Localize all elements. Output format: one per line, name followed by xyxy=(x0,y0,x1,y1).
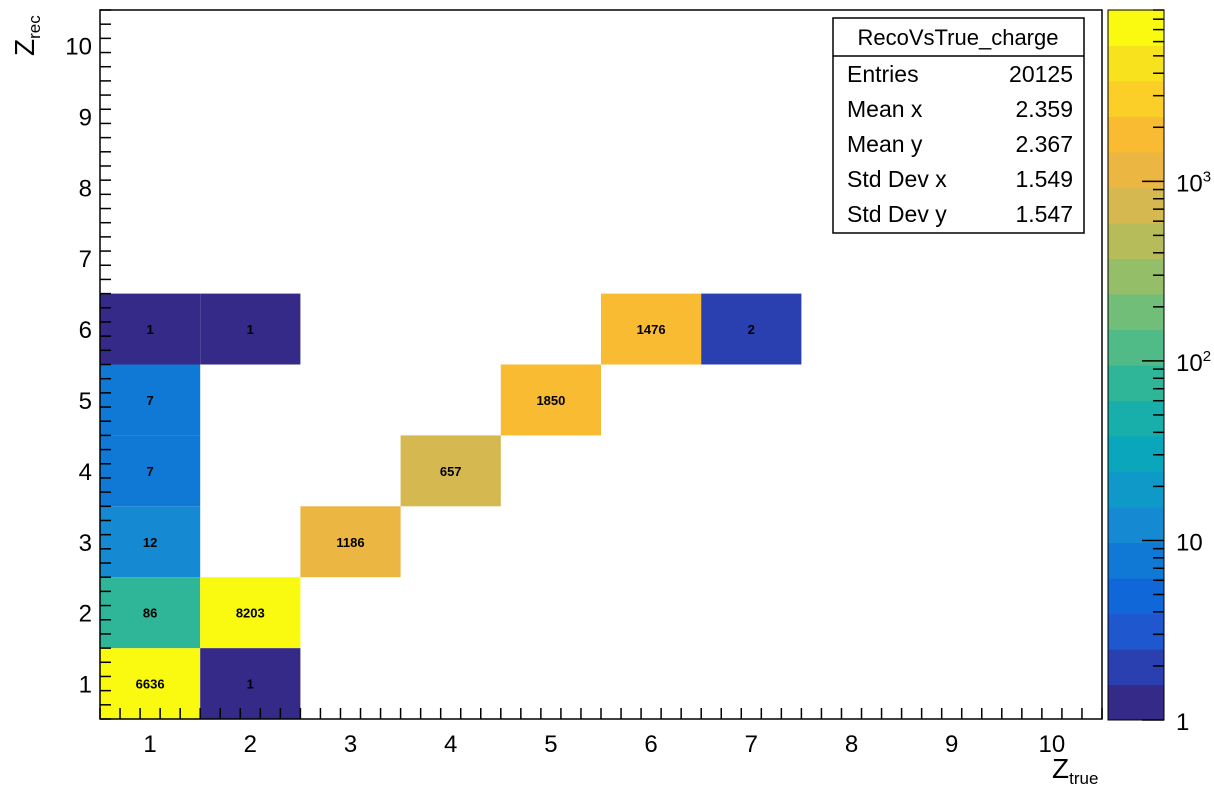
y-tick-label: 5 xyxy=(79,388,92,415)
x-tick-label: 5 xyxy=(544,731,557,758)
stats-row-value: 1.549 xyxy=(1015,166,1073,192)
colorbar-segment xyxy=(1108,223,1164,259)
x-tick-label: 10 xyxy=(1039,731,1066,758)
stats-row-label: Mean y xyxy=(847,131,923,157)
stats-rows: Entries 20125 Mean x 2.359 Mean y 2.367 Std De… xyxy=(847,61,1073,227)
heatmap-cell xyxy=(100,435,201,507)
colorbar-label: 102 xyxy=(1176,348,1211,377)
colorbar-segment xyxy=(1108,507,1164,543)
color-scale-bar xyxy=(1107,9,1165,721)
colorbar-segment xyxy=(1108,10,1164,46)
cell-value-label: 1850 xyxy=(536,393,565,408)
stats-row-value: 2.367 xyxy=(1015,131,1073,157)
y-tick-label: 3 xyxy=(79,530,92,557)
axis-ticks xyxy=(99,9,1103,720)
y-tick-label: 4 xyxy=(79,459,92,486)
colorbar-segment xyxy=(1108,116,1164,153)
heatmap-cell xyxy=(100,506,201,578)
colorbar-segment xyxy=(1108,578,1164,614)
stats-row-label: Std Dev y xyxy=(847,201,947,227)
colorbar-label: 10 xyxy=(1176,529,1203,556)
cell-value-label: 7 xyxy=(146,393,153,408)
stats-row-value: 1.547 xyxy=(1015,201,1073,227)
heatmap-cell xyxy=(400,435,501,507)
stats-row-label: Entries xyxy=(847,61,919,87)
heatmap-cell xyxy=(100,293,201,365)
cell-value-label: 1 xyxy=(247,677,254,692)
colorbar-label: 103 xyxy=(1176,168,1211,197)
colorbar-segment xyxy=(1108,187,1164,224)
cell-value-label: 1 xyxy=(247,322,254,337)
colorbar-segment xyxy=(1108,649,1164,685)
stats-box-frame xyxy=(832,17,1085,234)
colorbar-segment xyxy=(1108,81,1164,117)
x-tick-label: 9 xyxy=(945,731,958,758)
stats-box: RecoVsTrue_charge Entries 20125 Mean x 2.35… xyxy=(832,17,1085,234)
cell-value-label: 8203 xyxy=(236,606,265,621)
y-axis-title: Zrec xyxy=(9,15,44,56)
heatmap-cell xyxy=(200,293,301,365)
heatmap-cell xyxy=(200,648,301,719)
heatmap-cell xyxy=(601,293,702,365)
y-tick-label: 8 xyxy=(79,175,92,202)
cell-value-label: 12 xyxy=(143,535,157,550)
x-tick-label: 2 xyxy=(244,731,257,758)
x-axis-title: Ztrue xyxy=(1052,753,1098,786)
x-tick-label: 7 xyxy=(745,731,758,758)
x-tick-label: 6 xyxy=(644,731,657,758)
colorbar-label: 1 xyxy=(1176,709,1189,736)
cell-value-label: 1 xyxy=(146,322,153,337)
colorbar-segment xyxy=(1108,684,1164,721)
y-tick-label: 7 xyxy=(79,246,92,273)
y-tick-labels: 1 2 3 4 5 6 7 8 9 10 xyxy=(65,33,92,698)
colorbar-segment xyxy=(1108,436,1164,472)
heatmap-cell xyxy=(300,506,401,578)
x-tick-label: 3 xyxy=(344,731,357,758)
heatmap-cell xyxy=(100,364,201,436)
colorbar-segment xyxy=(1108,152,1164,188)
y-tick-label: 9 xyxy=(79,104,92,131)
colorbar-segment xyxy=(1108,471,1164,508)
colorbar-segment xyxy=(1108,365,1164,401)
x-tick-label: 1 xyxy=(143,731,156,758)
x-tick-label: 8 xyxy=(845,731,858,758)
heatmap-cell xyxy=(200,577,301,649)
cell-value-label: 86 xyxy=(143,606,157,621)
cell-value-label: 1186 xyxy=(336,535,364,550)
heatmap-cell xyxy=(701,293,802,365)
stats-box-title: RecoVsTrue_charge xyxy=(858,25,1059,50)
colorbar-segment xyxy=(1108,329,1164,366)
cell-value-label: 657 xyxy=(440,464,462,479)
color-scale-labels: 1 10 102 103 xyxy=(1176,168,1211,736)
x-tick-label: 4 xyxy=(444,731,457,758)
cell-value-label: 1476 xyxy=(637,322,666,337)
cell-value-label: 2 xyxy=(748,322,755,337)
colorbar-frame xyxy=(1107,9,1165,721)
y-tick-label: 10 xyxy=(65,33,92,60)
y-tick-label: 6 xyxy=(79,317,92,344)
heatmap-cells: 6636 1 86 8203 12 1186 7 657 7 1850 1 1 1476 2 xyxy=(100,293,802,719)
cell-value-label: 6636 xyxy=(136,677,165,692)
colorbar-segment xyxy=(1108,613,1164,650)
colorbar-segment xyxy=(1108,258,1164,295)
heatmap-cell xyxy=(100,577,201,649)
colorbar-segment xyxy=(1108,542,1164,579)
y-tick-label: 1 xyxy=(79,672,92,699)
colorbar-segment xyxy=(1108,294,1164,330)
stats-row-label: Mean x xyxy=(847,96,923,122)
heatmap-cell xyxy=(100,648,201,719)
stats-row-value: 20125 xyxy=(1009,61,1073,87)
y-tick-label: 2 xyxy=(79,601,92,628)
cell-value-label: 7 xyxy=(146,464,153,479)
heatmap-cell xyxy=(500,364,601,436)
colorbar-segment xyxy=(1108,400,1164,437)
stats-row-label: Std Dev x xyxy=(847,166,947,192)
x-tick-labels: 1 2 3 4 5 6 7 8 9 10 xyxy=(143,731,1065,758)
stats-row-value: 2.359 xyxy=(1015,96,1073,122)
colorbar-segment xyxy=(1108,45,1164,82)
